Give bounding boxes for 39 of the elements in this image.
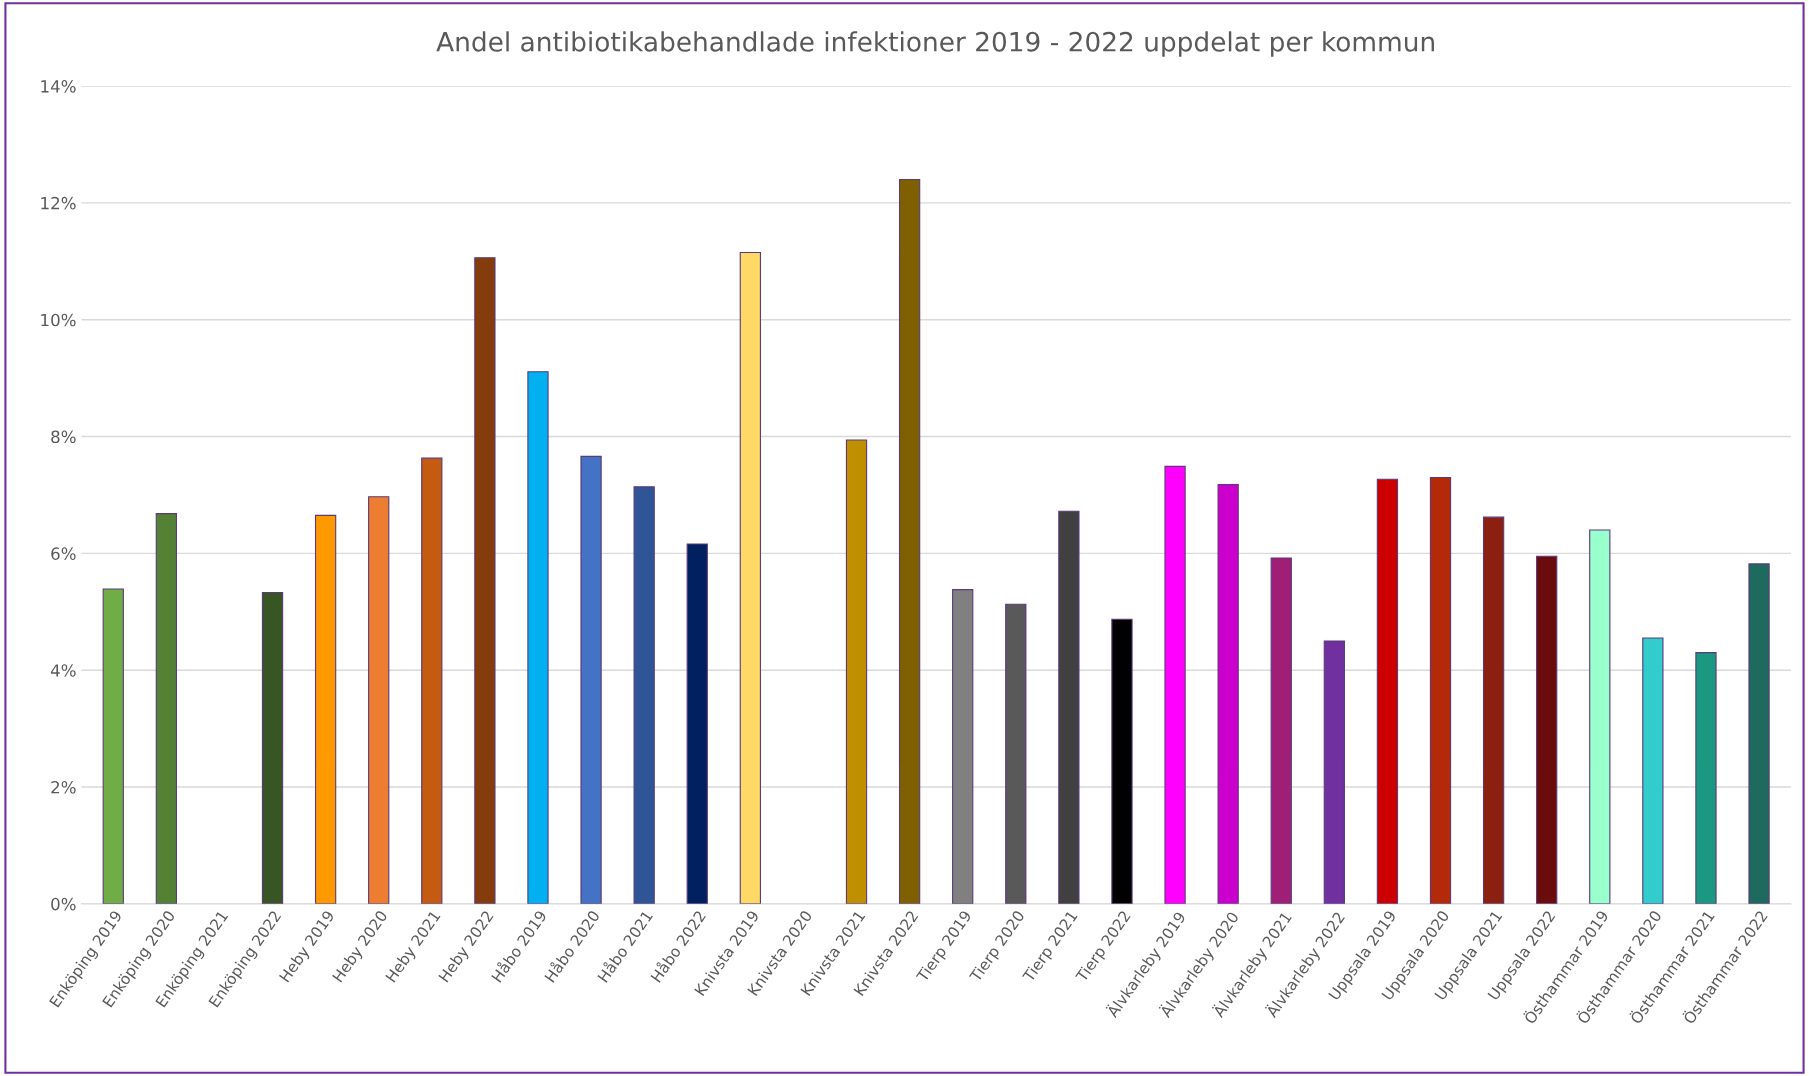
bar [1589,529,1611,904]
bar [102,588,124,904]
bar [421,457,443,904]
bar [1482,516,1505,904]
y-tick-label: 0% [51,897,76,911]
bar [898,178,921,904]
bar [1748,563,1770,904]
y-tick-label: 8% [51,430,76,444]
bar [845,439,868,904]
bar [633,486,655,904]
bar [1270,557,1292,904]
bar [1217,483,1239,904]
bar [1376,478,1399,904]
bar [952,589,974,904]
bar [474,257,496,904]
y-tick-label: 12% [41,196,76,210]
bar [580,455,602,904]
bar [1695,652,1717,904]
bar [1111,618,1133,904]
bar [261,591,284,904]
bar [686,543,708,904]
bar [155,513,177,904]
bar [527,371,549,904]
bar [314,514,337,904]
chart-title: Andel antibiotikabehandlade infektioner 2019 - 2022 uppdelat per kommun [436,31,1434,57]
y-tick-label: 14% [41,80,76,93]
bar [368,496,390,904]
bar [1323,640,1345,904]
bar [1642,637,1664,904]
bar [739,251,761,904]
bar [1005,603,1027,904]
y-tick-label: 10% [41,313,76,327]
bar [1536,555,1558,904]
y-tick-label: 6% [51,547,76,560]
bar [1058,510,1080,904]
bar [1429,476,1452,904]
y-tick-label: 2% [51,780,76,794]
y-tick-label: 4% [50,664,76,677]
bar [1164,465,1186,904]
